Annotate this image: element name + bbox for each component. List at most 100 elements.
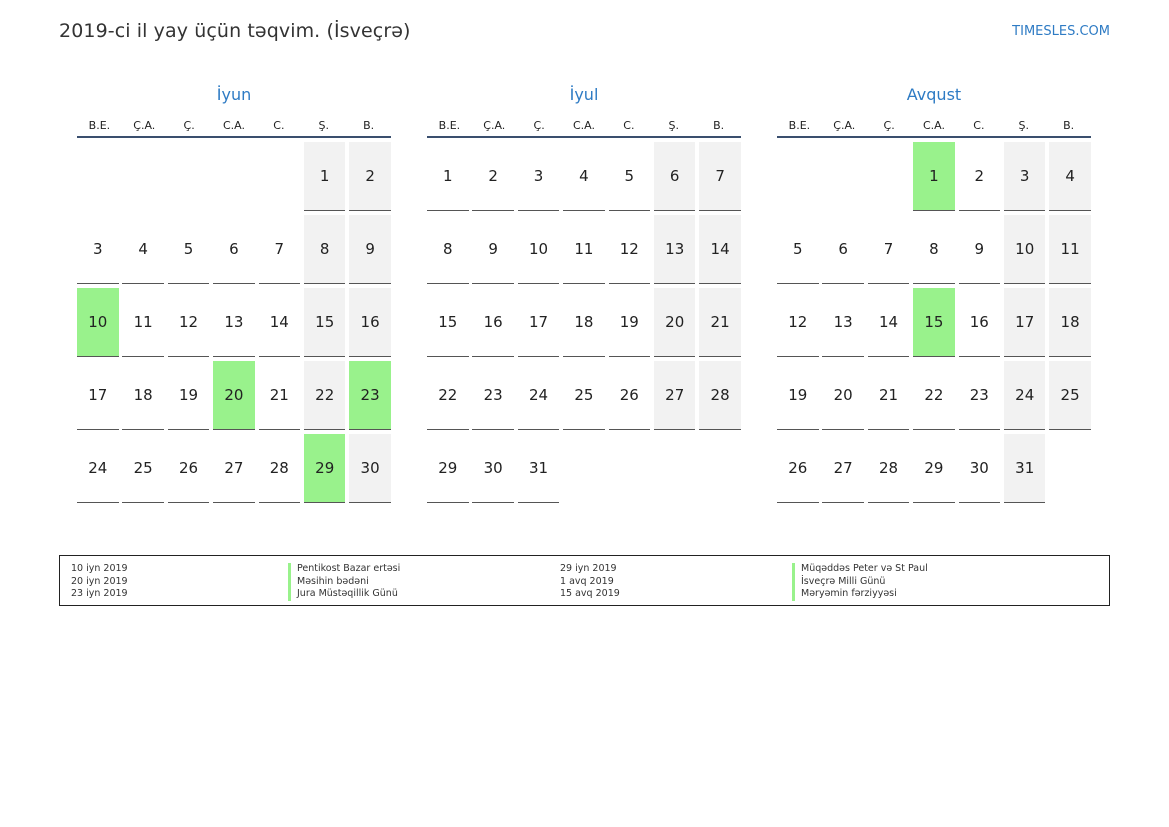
- weekday-label: Ç.A.: [833, 119, 856, 132]
- weekday-label: C.: [623, 119, 635, 132]
- page-title: 2019-ci il yay üçün təqvim. (İsveçrə): [59, 20, 411, 42]
- legend-date: 1 avq 2019: [560, 575, 614, 587]
- weekday-label: C.A.: [923, 119, 946, 132]
- day-cell: 20: [822, 361, 864, 430]
- holiday-day-cell: 1: [913, 142, 955, 211]
- weekday-label: Ç.: [183, 119, 195, 132]
- day-cell: 13: [822, 288, 864, 357]
- day-cell: 7: [867, 215, 910, 284]
- holiday-legend: 10 iyn 2019 20 iyn 2019 23 iyn 2019 Pent…: [59, 555, 1110, 606]
- day-cell: 2: [349, 142, 391, 211]
- day-cell: 21: [867, 361, 910, 430]
- holiday-day-cell: 10: [77, 288, 119, 357]
- day-cell: 25: [563, 361, 605, 430]
- day-cell: 3: [517, 142, 560, 211]
- legend-holiday-name: Məryəmin fərziyyəsi: [792, 588, 928, 601]
- day-grid: 1 2 3 4 5 6 7 8 9 10 11 12 13 14 15 16 17 18 19 20 21 22 23 24 2…: [427, 142, 741, 503]
- day-cell: 6: [653, 142, 696, 211]
- day-cell: 16: [349, 288, 391, 357]
- month-august: Avqust B.E. Ç.A. Ç. C.A. C. Ş. B. 1 2 3 4 5 6 7 8 9 10 1…: [777, 84, 1091, 503]
- day-cell: 14: [699, 215, 741, 284]
- day-cell: 9: [472, 215, 514, 284]
- day-cell: 30: [349, 434, 391, 503]
- brand-link[interactable]: TIMESLES.COM: [1012, 24, 1110, 39]
- weekday-label: B.: [363, 119, 375, 132]
- weekday-header: B.E. Ç.A. Ç. C.A. C. Ş. B.: [427, 116, 741, 138]
- month-title: İyun: [216, 85, 252, 104]
- day-cell: 13: [213, 288, 255, 357]
- legend-date: 23 iyn 2019: [71, 588, 128, 599]
- day-cell: 24: [1003, 361, 1046, 430]
- day-cell: 4: [122, 215, 164, 284]
- weekday-label: Ş.: [318, 119, 329, 132]
- weekday-label: Ş.: [1018, 119, 1029, 132]
- day-cell: 4: [563, 142, 605, 211]
- day-cell: 8: [913, 215, 955, 284]
- legend-names-col-1: Pentikost Bazar ertəsi Məsihin bədəni Ju…: [288, 563, 400, 601]
- day-cell: 10: [517, 215, 560, 284]
- weekday-label: B.E.: [788, 119, 811, 132]
- weekday-label: Ç.: [533, 119, 545, 132]
- weekday-label: C.A.: [573, 119, 596, 132]
- holiday-day-cell: 23: [349, 361, 391, 430]
- day-cell: 23: [958, 361, 1001, 430]
- month-june: İyun B.E. Ç.A. Ç. C.A. C. Ş. B. 1 2 3 4 5 6 7 8 9 10 11 1…: [77, 84, 391, 503]
- day-cell: 2: [958, 142, 1001, 211]
- day-cell: 17: [517, 288, 560, 357]
- day-cell: 3: [1003, 142, 1046, 211]
- legend-holiday-name: Müqəddəs Peter və St Paul: [792, 563, 928, 576]
- day-cell: 8: [303, 215, 346, 284]
- day-cell: 16: [472, 288, 514, 357]
- holiday-day-cell: 29: [303, 434, 346, 503]
- empty-cell: [868, 142, 910, 211]
- legend-holiday-name: Jura Müstəqillik Günü: [288, 588, 400, 601]
- day-grid: 1 2 3 4 5 6 7 8 9 10 11 12 13 14 15 16 17 18 19 20 21 22 23 24 2…: [777, 142, 1091, 503]
- weekday-header: B.E. Ç.A. Ç. C.A. C. Ş. B.: [77, 116, 391, 138]
- weekday-label: Ş.: [668, 119, 679, 132]
- empty-cell: [122, 142, 164, 211]
- day-cell: 6: [822, 215, 864, 284]
- day-cell: 9: [349, 215, 391, 284]
- months-container: İyun B.E. Ç.A. Ç. C.A. C. Ş. B. 1 2 3 4 5 6 7 8 9 10 11 1…: [77, 84, 1092, 514]
- legend-dates-col-1: 10 iyn 2019 20 iyn 2019 23 iyn 2019: [71, 563, 128, 601]
- day-cell: 3: [77, 215, 119, 284]
- day-cell: 15: [427, 288, 469, 357]
- day-cell: 21: [699, 288, 741, 357]
- day-cell: 16: [958, 288, 1001, 357]
- day-cell: 22: [427, 361, 469, 430]
- day-cell: 10: [1003, 215, 1046, 284]
- day-cell: 8: [427, 215, 469, 284]
- day-cell: 7: [699, 142, 741, 211]
- empty-cell: [822, 142, 864, 211]
- weekday-label: B.E.: [438, 119, 461, 132]
- weekday-label: C.: [273, 119, 285, 132]
- day-cell: 19: [167, 361, 210, 430]
- legend-date: 15 avq 2019: [560, 588, 620, 599]
- day-cell: 30: [472, 434, 514, 503]
- day-cell: 27: [213, 434, 255, 503]
- day-cell: 13: [653, 215, 696, 284]
- weekday-label: B.E.: [88, 119, 111, 132]
- day-cell: 28: [699, 361, 741, 430]
- day-cell: 5: [167, 215, 210, 284]
- empty-cell: [77, 142, 119, 211]
- empty-cell: [168, 142, 210, 211]
- day-cell: 19: [777, 361, 819, 430]
- day-cell: 26: [608, 361, 651, 430]
- day-cell: 7: [258, 215, 301, 284]
- weekday-label: C.: [973, 119, 985, 132]
- day-cell: 18: [1049, 288, 1091, 357]
- day-cell: 19: [608, 288, 651, 357]
- day-cell: 24: [77, 434, 119, 503]
- day-cell: 17: [1003, 288, 1046, 357]
- day-cell: 6: [213, 215, 255, 284]
- day-cell: 26: [777, 434, 819, 503]
- day-cell: 22: [913, 361, 955, 430]
- day-cell: 25: [122, 434, 164, 503]
- empty-cell: [259, 142, 301, 211]
- day-cell: 23: [472, 361, 514, 430]
- weekday-label: Ç.: [883, 119, 895, 132]
- day-cell: 28: [867, 434, 910, 503]
- day-cell: 20: [653, 288, 696, 357]
- month-title: Avqust: [906, 85, 962, 104]
